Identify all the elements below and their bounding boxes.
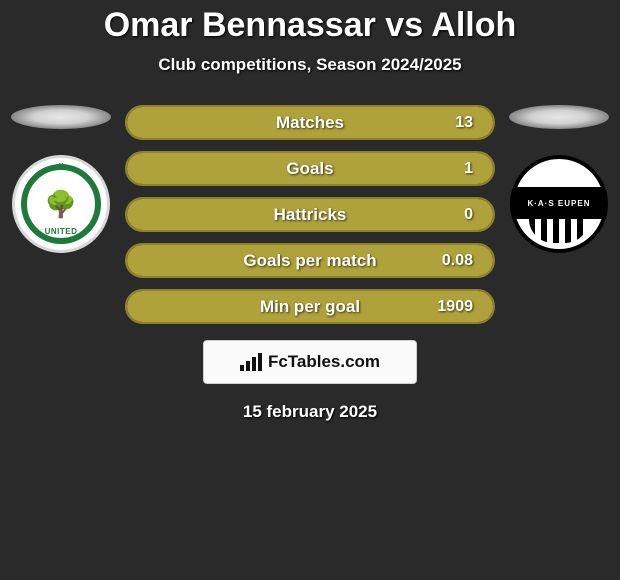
left-club-column: ♛ 🌳 UNITED <box>7 105 115 253</box>
comparison-row: ♛ 🌳 UNITED Matches 13 Goals 1 Hattricks 0 Goal… <box>0 105 620 324</box>
stat-value: 13 <box>455 114 473 132</box>
stat-value: 0 <box>464 206 473 224</box>
stat-label: Goals per match <box>243 251 376 271</box>
stat-bar: Goals 1 <box>125 151 495 186</box>
stat-label: Min per goal <box>260 297 360 317</box>
stat-label: Goals <box>286 159 333 179</box>
right-club-logo: K·A·S EUPEN <box>510 155 608 253</box>
stat-value: 1909 <box>437 298 473 316</box>
stat-bar: Hattricks 0 <box>125 197 495 232</box>
stat-bar: Matches 13 <box>125 105 495 140</box>
stat-bar: Goals per match 0.08 <box>125 243 495 278</box>
stat-value: 1 <box>464 160 473 178</box>
subtitle: Club competitions, Season 2024/2025 <box>0 55 620 75</box>
stat-value: 0.08 <box>442 252 473 270</box>
stat-bar: Min per goal 1909 <box>125 289 495 324</box>
date-line: 15 february 2025 <box>0 402 620 422</box>
stats-column: Matches 13 Goals 1 Hattricks 0 Goals per match… <box>125 105 495 324</box>
left-club-logo: ♛ 🌳 UNITED <box>12 155 110 253</box>
brand-label: FcTables.com <box>268 352 380 372</box>
right-club-text: K·A·S EUPEN <box>514 187 604 219</box>
brand-card[interactable]: FcTables.com <box>203 340 417 384</box>
right-club-column: K·A·S EUPEN <box>505 105 613 253</box>
stat-label: Matches <box>276 113 344 133</box>
page-title: Omar Bennassar vs Alloh <box>0 6 620 45</box>
player-shadow-left <box>11 105 111 129</box>
left-club-text: UNITED <box>45 227 78 236</box>
stripes-icon <box>529 219 589 243</box>
bar-chart-icon <box>240 353 262 371</box>
stat-label: Hattricks <box>274 205 347 225</box>
player-shadow-right <box>509 105 609 129</box>
